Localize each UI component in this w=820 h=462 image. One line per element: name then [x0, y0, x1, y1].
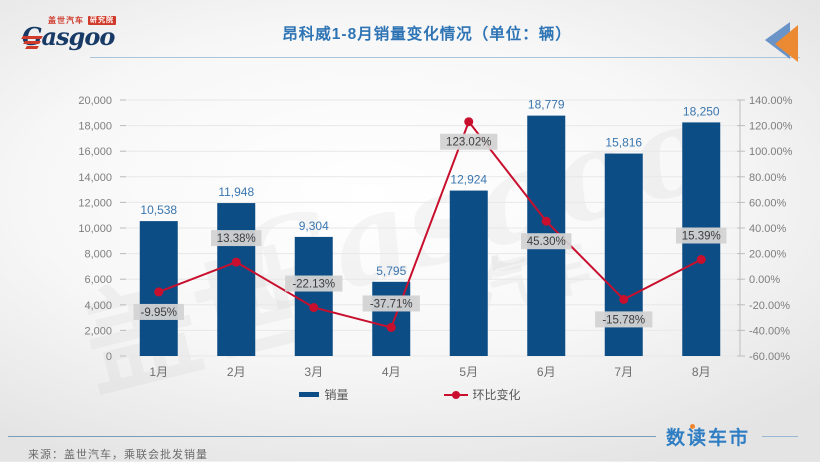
x-axis-label: 3月 [304, 365, 323, 379]
source-note: 来源：盖世汽车，乘联会批发销量 [28, 449, 208, 461]
page-title: 昂科威1-8月销量变化情况（单位：辆） [282, 26, 572, 43]
pct-label-box [595, 311, 653, 328]
bar-value-label: 18,779 [528, 98, 565, 112]
legend-change-label: 环比变化 [472, 388, 521, 402]
legend-sales-label: 销量 [324, 388, 349, 402]
header: 盖世汽车 研究院 Gasgoo 昂科威1-8月销量变化情况（单位：辆） [0, 0, 820, 62]
right-axis-label: 100.00% [749, 146, 793, 158]
gasgoo-logo-badge: 研究院 [88, 16, 116, 25]
left-axis-label: 4,000 [84, 300, 112, 312]
bar-value-label: 9,304 [299, 219, 329, 233]
line-point-marker [464, 117, 474, 127]
left-axis-label: 8,000 [84, 249, 112, 261]
bar-value-label: 15,816 [605, 136, 642, 150]
pct-label: -37.71% [370, 298, 413, 310]
right-axis-label: 40.00% [749, 223, 787, 235]
pct-label-box [440, 133, 498, 150]
pct-label-box [285, 275, 343, 292]
right-axis-label: 60.00% [749, 197, 787, 209]
pct-label: -9.95% [141, 307, 177, 319]
right-axis-label: 0.00% [749, 274, 780, 286]
pct-label-box [211, 230, 262, 247]
right-axis-label: -40.00% [749, 325, 790, 337]
x-axis-label: 2月 [227, 365, 246, 379]
pct-label: 15.39% [682, 231, 721, 243]
bar-value-label: 10,538 [140, 203, 177, 217]
pct-label-box [676, 227, 727, 244]
right-axis-label: -20.00% [749, 300, 790, 312]
bar-value-label: 5,795 [376, 264, 406, 278]
arrow-decoration-icon [765, 22, 798, 62]
left-axis-label: 2,000 [84, 325, 112, 337]
left-axis-label: 20,000 [78, 95, 112, 107]
pct-label: 13.38% [217, 233, 256, 245]
chart-legend: 销量 环比变化 [0, 386, 820, 403]
bar-2月 [217, 203, 256, 356]
line-point-marker [619, 294, 629, 304]
legend-item-sales: 销量 [299, 386, 349, 403]
title-underline [90, 57, 800, 58]
bar-value-label: 18,250 [683, 104, 720, 118]
x-axis-label: 6月 [537, 365, 556, 379]
gasgoo-logo-cn: 盖世汽车 [48, 15, 84, 25]
bar-5月 [449, 190, 488, 356]
x-axis-label: 4月 [382, 365, 401, 379]
right-axis-label: 80.00% [749, 172, 787, 184]
left-axis-label: 12,000 [78, 197, 112, 209]
x-axis-label: 1月 [149, 365, 168, 379]
line-point-marker [309, 303, 319, 313]
bar-3月 [294, 236, 333, 356]
right-axis-label: 20.00% [749, 249, 787, 261]
pct-label-box [362, 295, 420, 312]
line-point-marker [154, 287, 164, 297]
footer-brand: 数读车市 [666, 428, 751, 449]
left-axis-label: 10,000 [78, 223, 112, 235]
right-axis-label: -60.00% [749, 351, 790, 363]
bar-value-label: 11,948 [218, 185, 254, 199]
left-axis-label: 6,000 [84, 274, 112, 286]
pct-label-box [133, 303, 184, 320]
left-axis-label: 18,000 [78, 121, 112, 133]
right-axis-label: 140.00% [749, 95, 793, 107]
left-axis-label: 14,000 [78, 172, 112, 184]
pct-label-box [521, 233, 572, 250]
x-axis-label: 5月 [459, 365, 478, 379]
pct-label: 45.30% [527, 236, 566, 248]
gasgoo-logo: 盖世汽车 研究院 Gasgoo [21, 16, 152, 49]
pct-label: 123.02% [446, 137, 491, 149]
line-point-marker [231, 257, 241, 267]
legend-item-change: 环比变化 [443, 386, 521, 403]
bar-value-label: 12,924 [450, 173, 487, 187]
x-axis-label: 7月 [614, 365, 633, 379]
legend-bar-marker-icon [299, 392, 320, 397]
pct-label: -22.13% [292, 279, 335, 291]
gasgoo-logo-subtext: 盖世汽车 研究院 [48, 16, 152, 25]
right-axis-label: 120.00% [749, 121, 793, 133]
pct-label: -15.78% [602, 314, 645, 326]
left-axis-label: 0 [106, 351, 112, 363]
line-point-marker [696, 255, 706, 265]
footer-divider-left [8, 436, 656, 437]
line-point-marker [541, 216, 551, 226]
footer-brand-dot-icon [690, 424, 695, 429]
legend-line-marker-icon [443, 390, 468, 399]
x-axis-label: 8月 [692, 365, 711, 379]
footer-divider-right [762, 436, 798, 437]
line-point-marker [386, 322, 396, 332]
left-axis-label: 16,000 [78, 146, 112, 158]
change-line [158, 119, 702, 329]
